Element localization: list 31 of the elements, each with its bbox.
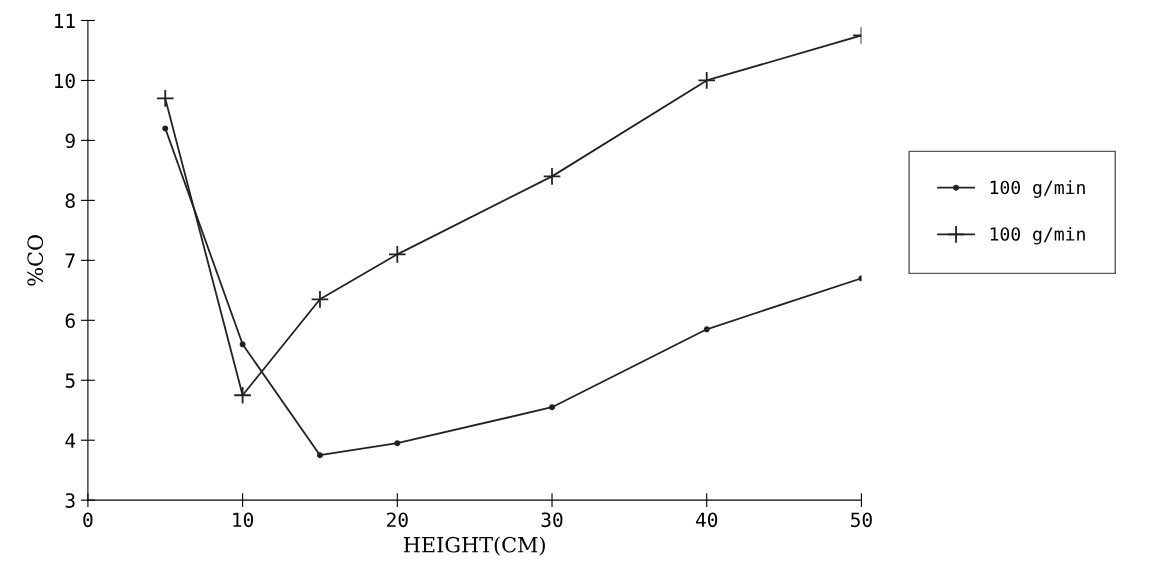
point (394, 440, 401, 447)
point (542, 167, 562, 186)
point (310, 290, 330, 309)
y-tick-label: 10 (55, 73, 75, 89)
x-tick-label: 50 (851, 512, 872, 528)
x-tick-label: 0 (83, 512, 93, 528)
point (239, 341, 246, 348)
legend-label: 100 g/min (990, 226, 1085, 245)
point (388, 245, 407, 264)
x-tick-label: 20 (387, 512, 408, 528)
x-tick-label: 30 (541, 512, 563, 528)
point (697, 71, 716, 90)
legend-label: 100 g/min (990, 180, 1085, 198)
point (549, 404, 556, 411)
x-tick-label: 40 (695, 512, 718, 528)
x-tick-label: 10 (233, 512, 254, 528)
y-tick-label: 9 (65, 133, 75, 149)
y-tick-label: 3 (65, 493, 75, 508)
point (162, 125, 169, 132)
y-tick-label: 7 (65, 253, 75, 268)
y-axis-title: %CO (27, 235, 44, 286)
y-tick-label: 11 (55, 13, 75, 28)
y-tick-label: 8 (65, 193, 75, 209)
y-tick-label: 5 (65, 373, 75, 388)
point (316, 452, 323, 459)
point (233, 386, 252, 405)
y-tick-label: 6 (65, 313, 75, 328)
x-axis-title: HEIGHT(CM) (403, 536, 545, 556)
point (156, 89, 175, 108)
point (703, 326, 710, 333)
y-tick-label: 4 (65, 433, 76, 448)
